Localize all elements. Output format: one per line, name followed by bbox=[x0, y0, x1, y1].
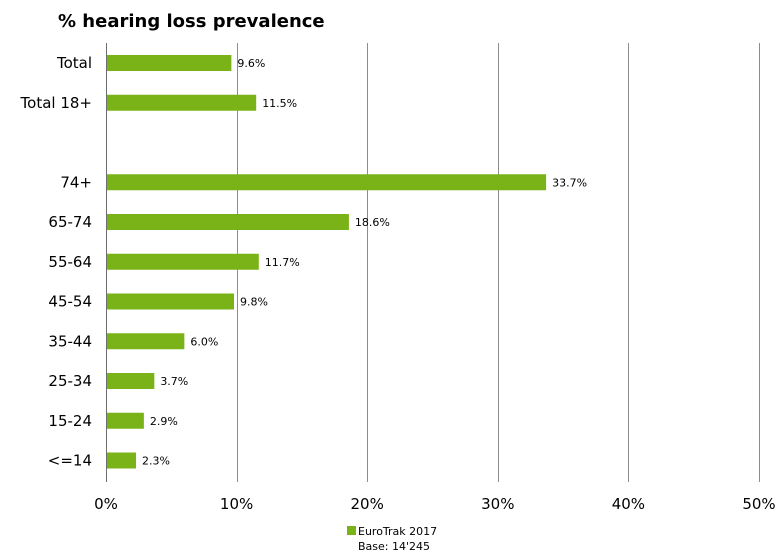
bar bbox=[107, 452, 137, 469]
category-label: 15-24 bbox=[48, 412, 92, 430]
bar bbox=[107, 253, 259, 270]
data-label: 2.9% bbox=[150, 415, 178, 428]
grid bbox=[106, 43, 760, 482]
category-label: Total bbox=[56, 54, 92, 72]
category-label: 35-44 bbox=[48, 332, 92, 350]
legend: EuroTrak 2017 Base: 14'245 bbox=[347, 525, 437, 553]
bar bbox=[107, 214, 349, 230]
data-label: 11.5% bbox=[262, 97, 297, 110]
data-labels: 9.6% 11.5% 33.7% 18.6% 11.7% 9.8% 6.0% 3.7% 2.9%… bbox=[142, 57, 587, 468]
bar bbox=[107, 412, 144, 429]
x-tick-label: 10% bbox=[220, 495, 253, 513]
bar bbox=[107, 94, 257, 111]
category-labels: Total Total 18+ 74+ 65-74 55-64 45-54 35-44 25-… bbox=[20, 54, 92, 470]
category-label: 25-34 bbox=[48, 372, 92, 390]
bars bbox=[107, 55, 547, 469]
data-label: 3.7% bbox=[160, 375, 188, 388]
bar bbox=[107, 55, 232, 71]
bar bbox=[107, 333, 185, 350]
x-tick-label: 30% bbox=[481, 495, 514, 513]
bar bbox=[107, 293, 234, 310]
category-label: 55-64 bbox=[48, 253, 92, 271]
x-tick-label: 50% bbox=[742, 495, 775, 513]
category-label: Total 18+ bbox=[20, 94, 92, 112]
data-label: 9.6% bbox=[237, 57, 265, 70]
data-label: 6.0% bbox=[190, 335, 218, 348]
data-label: 11.7% bbox=[265, 256, 300, 269]
data-label: 2.3% bbox=[142, 455, 170, 468]
legend-entry: EuroTrak 2017 bbox=[358, 525, 437, 538]
category-label: <=14 bbox=[48, 452, 92, 470]
x-tick-labels: 0% 10% 20% 30% 40% 50% bbox=[94, 495, 776, 513]
x-tick-label: 20% bbox=[351, 495, 384, 513]
category-label: 74+ bbox=[60, 173, 92, 191]
x-tick-label: 40% bbox=[612, 495, 645, 513]
legend-note: Base: 14'245 bbox=[358, 540, 430, 553]
data-label: 9.8% bbox=[240, 296, 268, 309]
bar bbox=[107, 174, 547, 191]
category-label: 45-54 bbox=[48, 293, 92, 311]
chart-title: % hearing loss prevalence bbox=[58, 11, 325, 32]
legend-swatch bbox=[347, 526, 356, 535]
data-label: 33.7% bbox=[552, 176, 587, 189]
category-label: 65-74 bbox=[48, 213, 92, 231]
x-tick-label: 0% bbox=[94, 495, 118, 513]
bar bbox=[107, 373, 155, 389]
data-label: 18.6% bbox=[355, 216, 390, 229]
